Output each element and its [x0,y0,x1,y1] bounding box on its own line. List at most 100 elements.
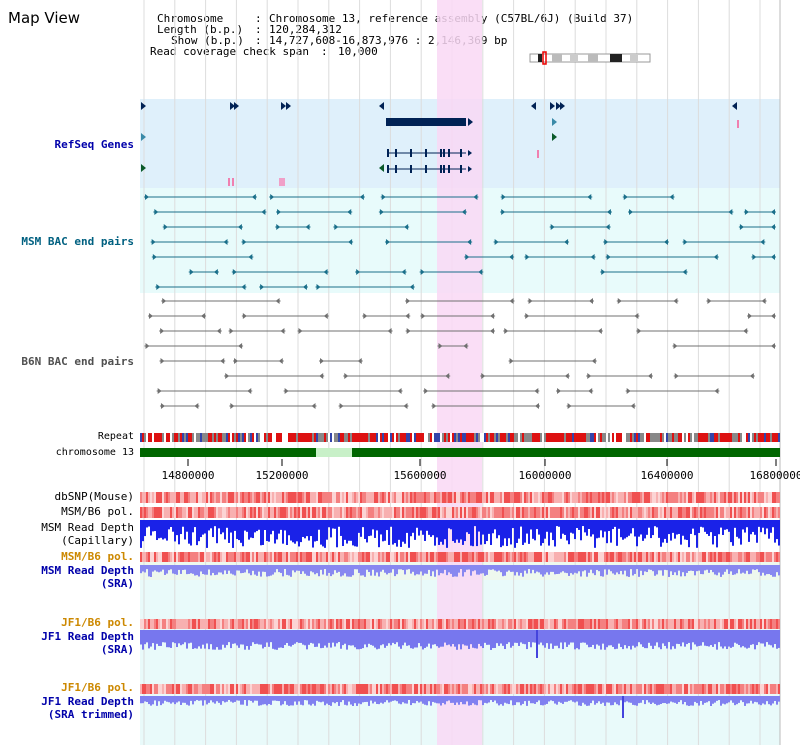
repeat-segment [398,433,400,442]
repeat-segment [392,433,394,442]
polymorphism-cell [324,492,326,503]
read-depth-bar [340,630,342,649]
read-depth-bar [570,630,572,643]
polymorphism-cell [516,507,518,518]
read-depth-bar [566,630,568,647]
polymorphism-cell [380,492,382,503]
read-depth-bar [312,696,314,704]
polymorphism-cell [168,684,170,694]
feature-arrow [223,239,228,245]
polymorphism-cell [182,492,184,503]
read-depth-bar [464,520,466,542]
polymorphism-cell [496,507,498,518]
polymorphism-cell [180,507,182,518]
read-depth-bar [348,520,350,541]
polymorphism-cell [590,507,592,518]
polymorphism-cell [198,552,200,562]
polymorphism-cell [582,507,584,518]
polymorphism-cell [274,684,276,694]
polymorphism-cell [406,552,408,562]
track-label-b6n-bac[interactable]: B6N BAC end pairs [21,355,134,368]
read-depth-bar [440,630,442,647]
polymorphism-cell [158,619,160,629]
polymorphism-cell [426,507,428,518]
read-depth-bar [502,520,504,546]
polymorphism-cell [740,552,742,562]
polymorphism-cell [700,684,702,694]
read-depth-bar [284,696,286,702]
read-depth-bar [198,696,200,701]
polymorphism-cell [644,684,646,694]
read-depth-bar [284,630,286,646]
polymorphism-cell [334,492,336,503]
polymorphism-cell [192,552,194,562]
read-depth-bar [482,696,484,706]
feature-arrow [379,102,384,110]
repeat-segment [214,433,216,442]
read-depth-bar [220,565,222,573]
polymorphism-cell [480,619,482,629]
polymorphism-cell [368,507,370,518]
polymorphism-cell [532,507,534,518]
read-depth-bar [778,565,780,576]
read-depth-bar [698,696,700,706]
polymorphism-cell [256,552,258,562]
polymorphism-cell [474,492,476,503]
repeat-segment [460,433,462,442]
repeat-segment [606,433,608,442]
read-depth-bar [722,696,724,704]
read-depth-bar [704,630,706,646]
polymorphism-cell [698,619,700,629]
polymorphism-cell [698,492,700,503]
polymorphism-cell [642,619,644,629]
polymorphism-cell [300,552,302,562]
polymorphism-cell [522,507,524,518]
read-depth-bar [478,520,480,532]
read-depth-bar [374,696,376,702]
polymorphism-cell [520,552,522,562]
polymorphism-cell [714,684,716,694]
polymorphism-cell [702,684,704,694]
polymorphism-cell [392,619,394,629]
polymorphism-cell [270,619,272,629]
polymorphism-cell [382,619,384,629]
polymorphism-cell [442,507,444,518]
polymorphism-cell [690,552,692,562]
polymorphism-cell [662,552,664,562]
read-depth-bar [438,565,440,576]
repeat-segment [302,433,304,442]
polymorphism-cell [318,507,320,518]
polymorphism-cell [616,684,618,694]
feature-arrow [230,403,235,409]
repeat-segment [738,433,740,442]
polymorphism-cell [476,684,478,694]
polymorphism-cell [392,507,394,518]
polymorphism-cell [298,684,300,694]
read-depth-bar [690,565,692,571]
polymorphism-cell [150,552,152,562]
track-label-refseq[interactable]: RefSeq Genes [54,138,134,151]
read-depth-bar [722,630,724,649]
read-depth-bar [516,630,518,643]
feature-arrow [588,298,593,304]
read-depth-bar [668,696,670,704]
polymorphism-cell [354,684,356,694]
read-depth-bar [352,696,354,706]
polymorphism-cell [332,619,334,629]
polymorphism-cell [414,552,416,562]
track-label-msm-bac[interactable]: MSM BAC end pairs [21,235,134,248]
read-depth-bar [552,565,554,572]
polymorphism-cell [742,492,744,503]
read-depth-bar [754,696,756,702]
read-depth-bar [580,520,582,541]
read-depth-bar [350,520,352,541]
feature-arrow [744,209,749,215]
polymorphism-cell [580,619,582,629]
read-depth-bar [378,520,380,548]
polymorphism-cell [580,684,582,694]
read-depth-bar [516,565,518,573]
read-depth-bar [214,630,216,650]
track-label-jf1-pol-1: JF1/B6 pol. [61,616,134,629]
polymorphism-cell [492,507,494,518]
